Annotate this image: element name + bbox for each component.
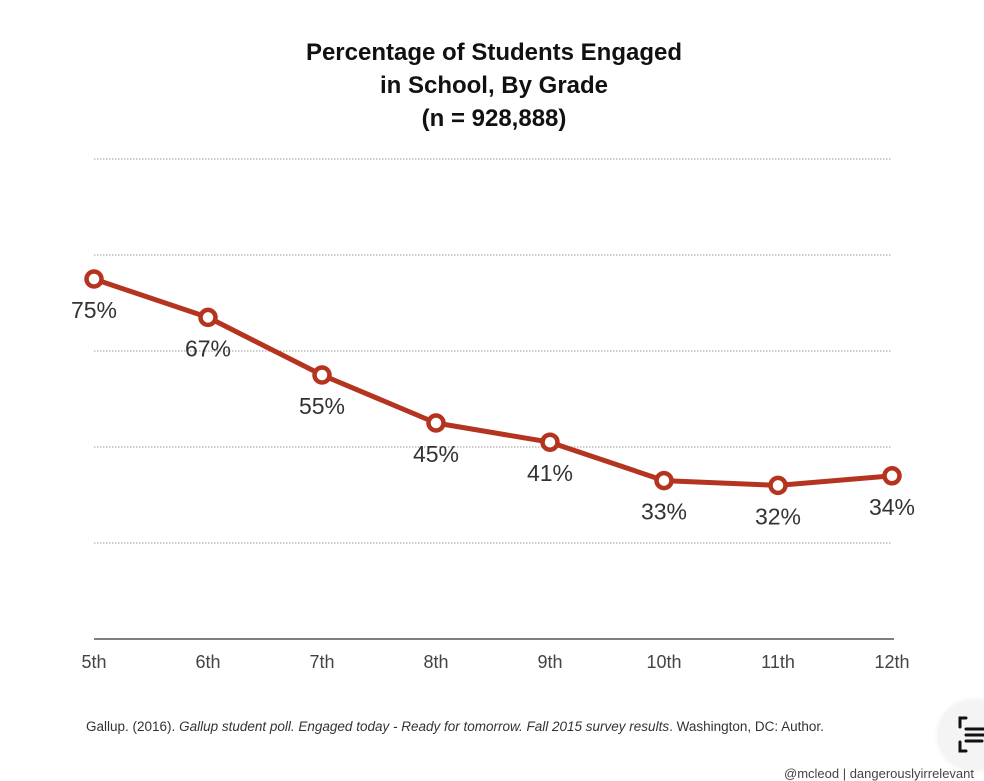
scan-text-button[interactable] [938, 700, 984, 770]
x-tick-label: 9th [537, 652, 562, 672]
chart-title: Percentage of Students Engaged in School… [0, 36, 984, 135]
data-label: 32% [755, 503, 801, 529]
x-tick-label: 6th [195, 652, 220, 672]
series-line [91, 276, 895, 488]
data-label: 34% [869, 494, 915, 520]
data-point [540, 432, 560, 452]
x-tick-label: 10th [646, 652, 681, 672]
data-label: 75% [71, 297, 117, 323]
data-point [426, 413, 446, 433]
chart-title-line-1: Percentage of Students Engaged [305, 39, 683, 66]
data-label: 55% [299, 393, 345, 419]
credit-text: @mcleod | dangerouslyirrelevant [784, 766, 974, 781]
line-chart: 5th 6th 7th 8th 9th 10th 11th 12th 75% 67% 55% 45% 4… [71, 158, 915, 672]
x-tick-label: 5th [81, 652, 106, 672]
data-point [84, 269, 104, 289]
x-tick-label: 8th [423, 652, 448, 672]
data-point [882, 466, 902, 486]
source-title: Gallup student poll. Engaged today - Rea… [179, 719, 670, 734]
data-point [768, 475, 788, 496]
chart-title-line-2: in School, By Grade [379, 72, 609, 99]
source-author: Gallup. (2016). [86, 719, 180, 734]
data-label: 33% [641, 499, 687, 525]
x-tick-label: 11th [761, 652, 795, 672]
data-point [312, 365, 332, 385]
x-tick-label: 12th [874, 652, 909, 672]
data-point [654, 470, 674, 491]
data-label: 41% [527, 460, 573, 486]
x-tick-label: 7th [309, 652, 334, 672]
source-citation: Gallup. (2016). Gallup student poll. Eng… [86, 719, 824, 734]
chart-title-line-3: (n = 928,888) [421, 105, 567, 132]
data-point [198, 307, 218, 328]
data-label: 45% [413, 441, 459, 467]
data-label: 67% [185, 335, 231, 361]
scan-text-icon [958, 716, 984, 753]
source-rest: . Washington, DC: Author. [669, 719, 824, 734]
